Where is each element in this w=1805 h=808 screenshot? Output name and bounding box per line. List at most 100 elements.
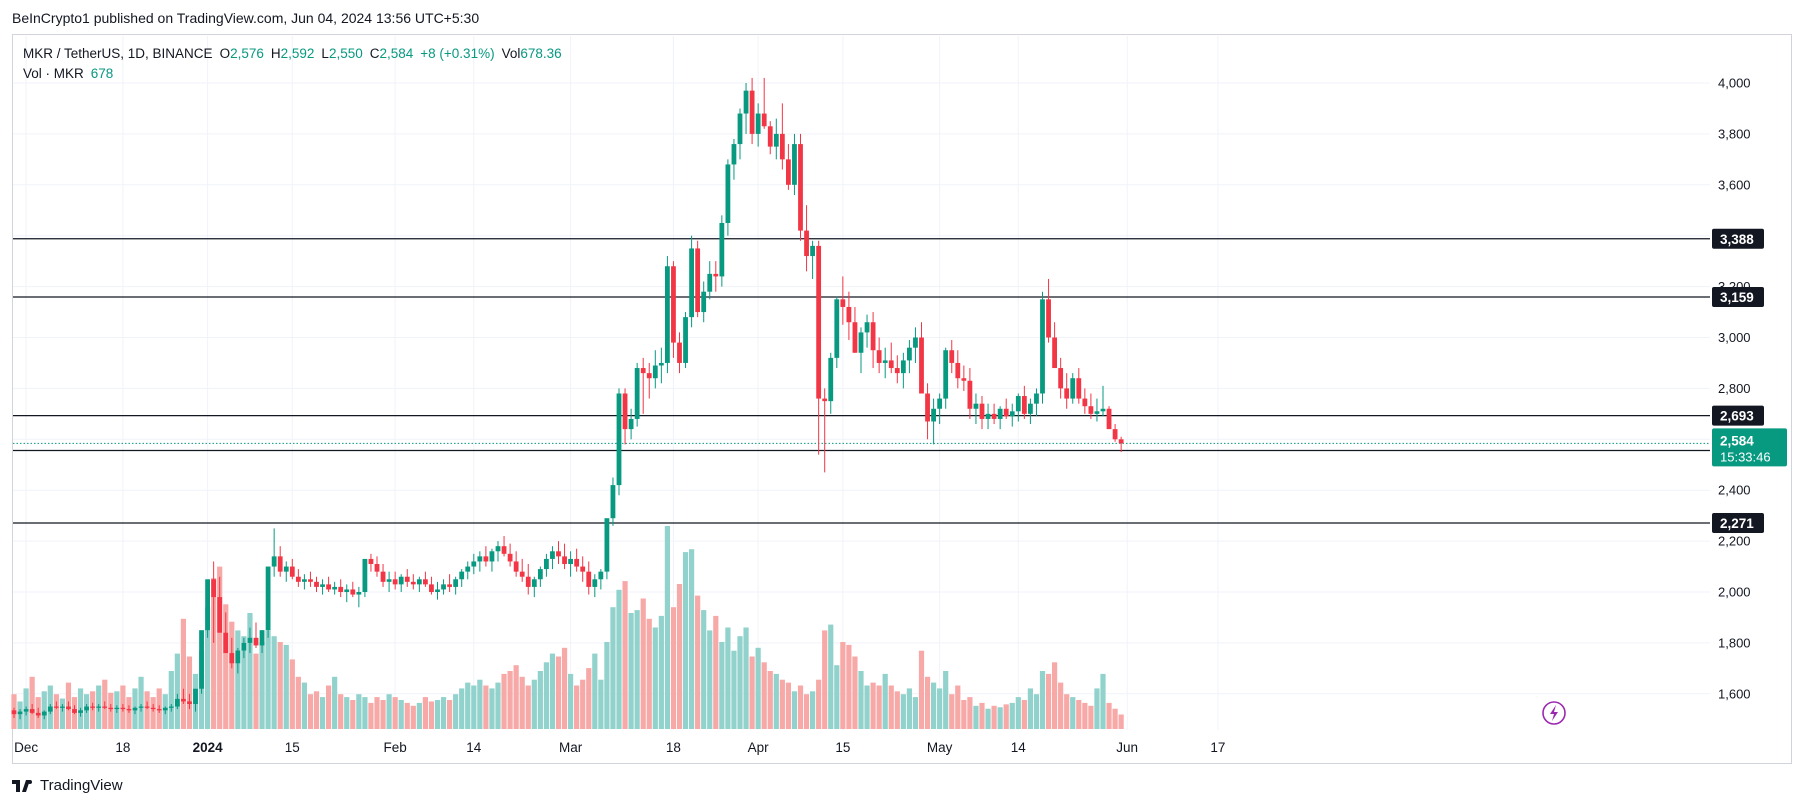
chart-frame <box>12 34 1792 764</box>
candle-body <box>11 710 17 715</box>
ohlc-row: MKR / TetherUS, 1D, BINANCE O2,576 H2,592 L… <box>23 44 562 64</box>
candle-body <box>900 360 906 374</box>
volume-bar <box>676 584 683 729</box>
volume-bar <box>271 636 277 729</box>
volume-bar <box>313 691 320 729</box>
publisher-header: BeInCrypto1 published on TradingView.com… <box>12 10 480 26</box>
volume-bar <box>580 679 586 729</box>
volume-bar <box>1039 671 1046 729</box>
tradingview-brand[interactable]: TradingView <box>12 777 123 794</box>
candle-body <box>441 584 446 590</box>
candle-body <box>453 579 459 587</box>
candle-body <box>1052 337 1057 369</box>
candle-body <box>392 579 398 585</box>
candle-body <box>362 558 368 592</box>
symbol-label[interactable]: MKR / TetherUS, 1D, BINANCE <box>23 46 213 61</box>
volume-bar <box>870 682 876 729</box>
volume-bar <box>211 578 217 729</box>
candle-body <box>574 558 580 567</box>
candle-body <box>798 144 803 231</box>
volume-bar <box>882 673 888 729</box>
volume-bar <box>180 618 186 729</box>
volume-bar <box>229 621 235 729</box>
volume-bar <box>846 644 852 729</box>
volume-bar <box>773 673 779 729</box>
candle-body <box>1028 403 1033 414</box>
candle-body <box>295 576 301 582</box>
candle-body <box>223 632 229 654</box>
candle-body <box>973 403 979 409</box>
candle-body <box>767 126 773 147</box>
close-label: C <box>369 46 380 61</box>
candle-body <box>350 589 356 595</box>
candle-body <box>1058 368 1064 389</box>
candle-body <box>665 266 670 363</box>
volume-bar <box>1100 673 1106 729</box>
volume-bar <box>707 630 713 729</box>
candle-body <box>326 584 331 590</box>
volume-bar <box>259 642 265 729</box>
candle-body <box>1088 406 1094 414</box>
candle-body <box>610 485 616 519</box>
volume-bar <box>610 607 616 729</box>
volume-bar <box>924 676 931 729</box>
candle-body <box>701 291 707 313</box>
candle-body <box>810 245 815 257</box>
volume-bar <box>489 688 495 729</box>
volume-bar <box>682 552 689 729</box>
volume-bar <box>622 581 628 729</box>
level-tag-label: 3,159 <box>1720 290 1754 305</box>
candle-body <box>792 144 797 185</box>
volume-bar <box>779 679 785 729</box>
candle-body <box>1112 429 1118 440</box>
candle-body <box>332 586 338 590</box>
candle-body <box>1021 396 1027 414</box>
y-tick-label: 3,800 <box>1718 126 1751 141</box>
candle-body <box>671 266 676 343</box>
candle-body <box>979 403 985 419</box>
candle-body <box>507 553 513 562</box>
volume-bar <box>876 685 882 729</box>
candle-body <box>949 350 955 363</box>
candle-body <box>646 373 652 379</box>
candle-body <box>477 556 483 562</box>
volume-bar <box>1118 714 1124 729</box>
volume-bar <box>350 700 356 729</box>
candle-body <box>259 630 265 646</box>
candle-body <box>519 571 525 577</box>
volume-bar <box>307 694 314 729</box>
candle-body <box>1094 411 1100 414</box>
candle-body <box>525 576 531 587</box>
volume-bar <box>53 694 59 729</box>
y-tick-label: 4,000 <box>1718 76 1751 91</box>
x-tick-label: 14 <box>466 740 482 755</box>
volume-bar <box>931 682 937 729</box>
volume-series-label[interactable]: Vol · MKR <box>23 66 84 81</box>
x-tick-label: May <box>927 740 953 755</box>
volume-bar <box>326 685 332 729</box>
candle-body <box>271 556 277 567</box>
volume-bar <box>531 679 537 729</box>
volume-bar <box>338 694 344 729</box>
candle-body <box>120 707 126 710</box>
candle-body <box>229 653 235 664</box>
volume-bar <box>943 671 949 729</box>
lightning-icon[interactable] <box>1542 701 1566 725</box>
volume-bar <box>277 642 283 729</box>
volume-bar <box>1052 662 1058 729</box>
candle-body <box>628 418 634 430</box>
candle-body <box>193 688 198 704</box>
candle-body <box>429 584 434 592</box>
candle-body <box>695 248 701 313</box>
level-tag-label: 2,693 <box>1720 409 1754 424</box>
volume-bar <box>979 702 985 729</box>
volume-series-value: 678 <box>90 66 114 81</box>
volume-bar <box>380 700 386 729</box>
x-tick-label: 15 <box>285 740 300 755</box>
candle-body <box>997 408 1003 419</box>
candle-body <box>380 571 386 582</box>
candle-body <box>652 365 658 379</box>
candle-body <box>1100 408 1106 412</box>
volume-bar <box>205 607 211 729</box>
